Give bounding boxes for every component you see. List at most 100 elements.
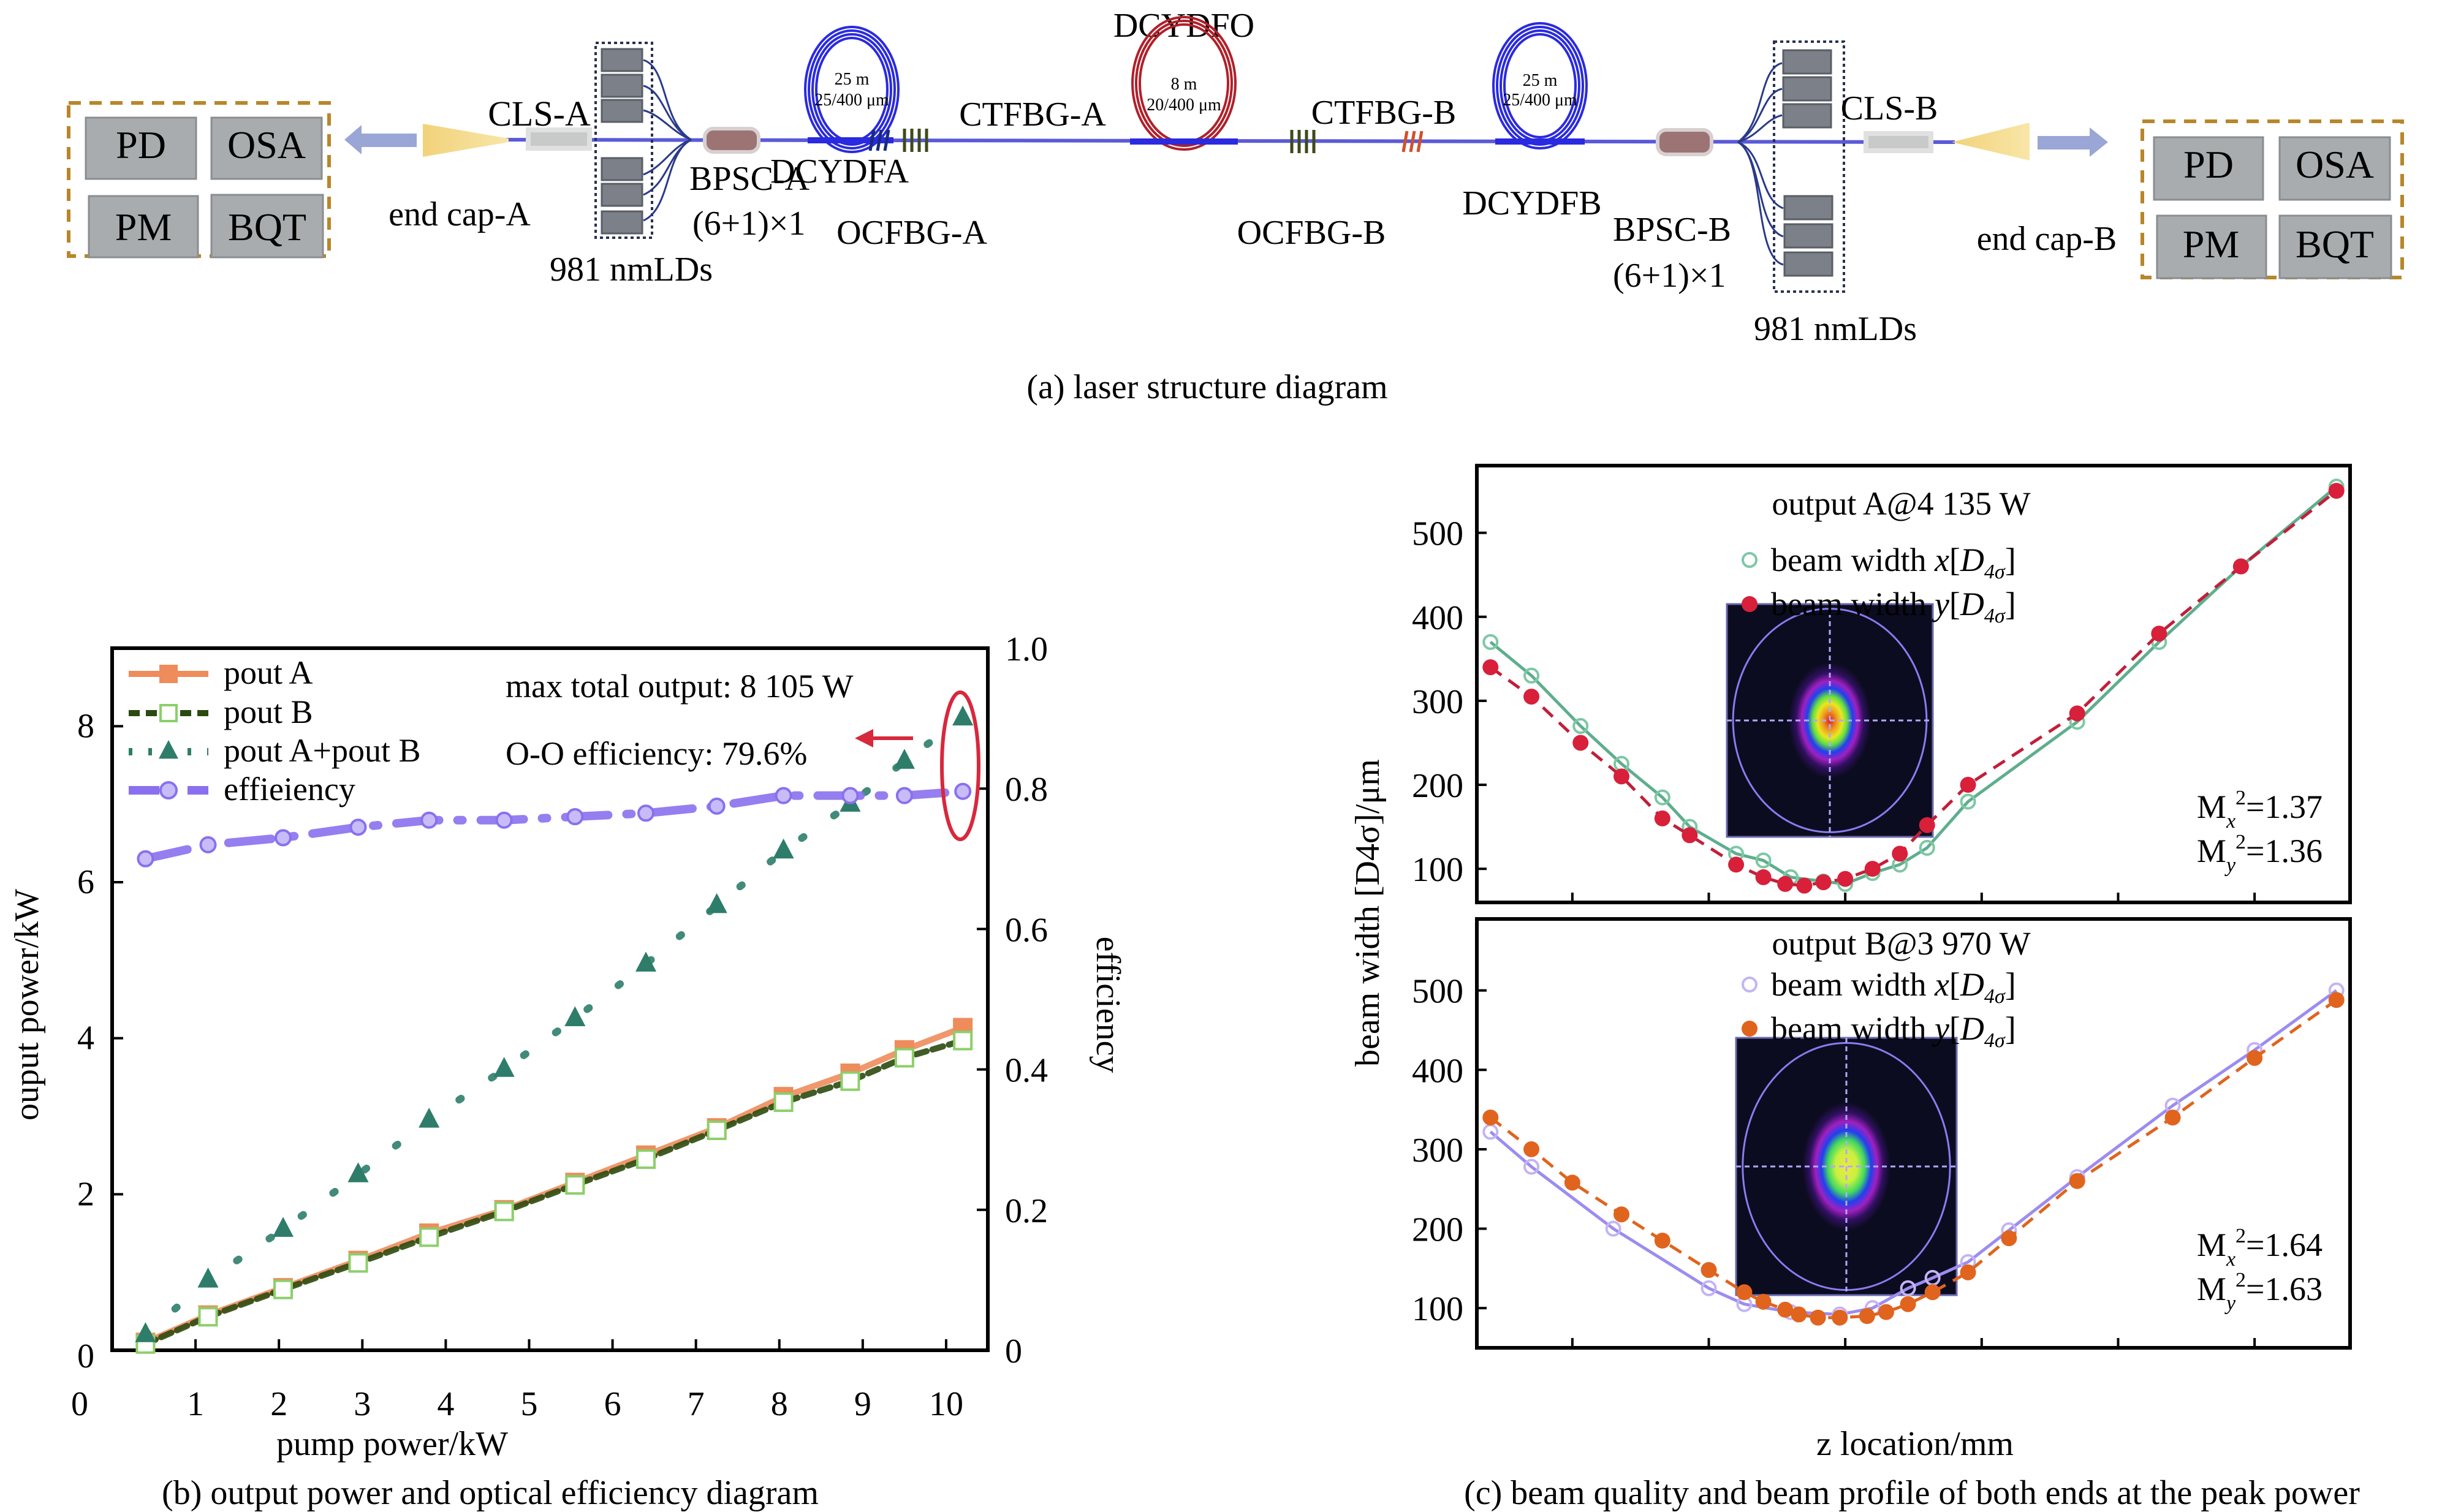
ld-a-2 <box>601 74 643 98</box>
pump-fibers-b <box>1737 62 1784 266</box>
data-point <box>1572 735 1589 751</box>
data-point <box>1523 1159 1540 1175</box>
instrument-bqt-a <box>210 194 324 259</box>
chart-beam-quality-a: 100 200 300 400 500 output A@4 135 W beam widt… <box>1412 464 2352 904</box>
y-tick-label: 200 <box>1412 1211 1463 1249</box>
data-point <box>706 893 727 913</box>
x-tick-label: 10 <box>929 1385 963 1423</box>
annotation-max-output: max total output: 8 105 W <box>506 668 853 705</box>
data-point <box>1924 1284 1941 1301</box>
data-point <box>197 1268 219 1288</box>
data-point <box>420 811 438 829</box>
ctfbg-b-grating <box>1401 130 1424 153</box>
legend-label: pout A <box>224 654 313 691</box>
m2-value: My2=1.36 <box>2197 831 2323 877</box>
y-tick-label: 300 <box>1412 1132 1463 1170</box>
data-point <box>1654 789 1670 806</box>
instrument-pm-a-label: PM <box>115 205 172 249</box>
ocfbg-b-grating <box>1290 130 1316 153</box>
highlight-arrow-head <box>855 729 873 747</box>
data-point <box>952 705 974 726</box>
data-point <box>1728 856 1745 873</box>
gain-coil-a: 25 m 25/400 μm <box>804 26 900 153</box>
data-point <box>1755 1293 1772 1310</box>
data-point <box>2069 705 2085 722</box>
ld-stack-b-frame <box>1773 40 1845 293</box>
data-point <box>347 1162 369 1182</box>
lds-b-label: 981 nmLDs <box>1754 310 1917 348</box>
ld-b-1 <box>1782 49 1832 75</box>
m2-value: Mx2=1.64 <box>2197 1225 2323 1271</box>
series-line-1 <box>142 1037 966 1347</box>
y-tick-label: 6 <box>77 863 94 901</box>
data-point <box>419 1108 440 1128</box>
instrument-bqt-a-label: BQT <box>228 205 306 249</box>
x-tick-label: 8 <box>771 1385 788 1423</box>
bpsc-b-label: BPSC-B <box>1613 211 1731 249</box>
data-point <box>1736 1284 1753 1301</box>
legend-label: beam width x[D4σ] <box>1771 542 2016 583</box>
data-point <box>1654 810 1670 826</box>
data-point <box>894 1048 914 1068</box>
ld-stack-a-frame <box>594 42 653 239</box>
y-tick-label: 300 <box>1412 683 1463 721</box>
data-point <box>707 1120 727 1140</box>
data-point <box>1892 845 1908 862</box>
series-line-2 <box>142 714 967 1339</box>
cls-b-label: CLS-B <box>1841 89 1938 127</box>
ld-b-3 <box>1782 103 1832 129</box>
panel-a-caption: (a) laser structure diagram <box>1026 368 1387 406</box>
data-point <box>2164 1109 2181 1126</box>
legend-label: pout A+pout B <box>224 732 421 769</box>
ld-a-6 <box>601 210 643 235</box>
plot-frame <box>1475 464 2352 904</box>
data-point <box>1523 689 1540 705</box>
ctfbg-b-label: CTFBG-B <box>1311 94 1457 132</box>
y2-tick-label: 1.0 <box>1005 630 1048 668</box>
pump-fibers-a <box>643 59 692 222</box>
ld-a-3 <box>601 99 643 123</box>
output-arrow-b <box>2038 127 2108 157</box>
data-point <box>954 782 972 800</box>
data-point <box>1523 1141 1540 1157</box>
laser-structure-diagram: PD OSA PM BQT CLS-A end cap-A 981 nmLDs … <box>67 7 2404 406</box>
legend-label: beam width y[D4σ] <box>1771 1010 2016 1052</box>
data-point <box>1482 659 1499 676</box>
y2-tick-label: 0 <box>1005 1332 1022 1370</box>
x-tick-label: 0 <box>71 1385 88 1423</box>
data-point <box>775 787 792 804</box>
end-cap-a <box>423 124 509 157</box>
instrument-osa-a <box>210 116 323 180</box>
cls-a-label: CLS-A <box>488 94 591 134</box>
ocfbg-a-grating <box>903 129 928 152</box>
data-point <box>494 1201 514 1222</box>
legend-marker <box>1742 552 1758 568</box>
instrument-pm-b <box>2156 214 2267 279</box>
data-point <box>2328 992 2345 1008</box>
data-point <box>1837 871 1854 887</box>
data-point <box>708 797 726 815</box>
gain-coil-b: 25 m 25/400 μm <box>1492 22 1588 149</box>
y-tick-label: 400 <box>1412 599 1463 637</box>
ld-a-5 <box>601 183 643 207</box>
y-tick-label: 500 <box>1412 973 1463 1011</box>
instrument-group-b: PD OSA PM BQT <box>2141 119 2404 279</box>
legend-label: beam width y[D4σ] <box>1771 586 2016 627</box>
data-point <box>1960 777 1976 793</box>
data-point <box>2232 558 2249 575</box>
m2-value: My2=1.63 <box>2197 1269 2323 1315</box>
data-point <box>1682 827 1698 844</box>
m2-value: Mx2=1.37 <box>2197 787 2323 833</box>
data-point <box>1613 768 1630 785</box>
x-axis-label: pump power/kW <box>276 1425 508 1463</box>
data-point <box>566 808 584 826</box>
data-point <box>199 836 217 853</box>
data-point <box>895 787 913 804</box>
fit-curve-0 <box>1489 989 2338 1317</box>
data-point <box>773 838 794 859</box>
coil-b-length: 25 m <box>1523 71 1558 90</box>
y2-tick-label: 0.4 <box>1005 1052 1048 1090</box>
data-point <box>1815 874 1832 891</box>
data-point <box>1796 877 1813 894</box>
ld-b-4 <box>1783 195 1833 221</box>
